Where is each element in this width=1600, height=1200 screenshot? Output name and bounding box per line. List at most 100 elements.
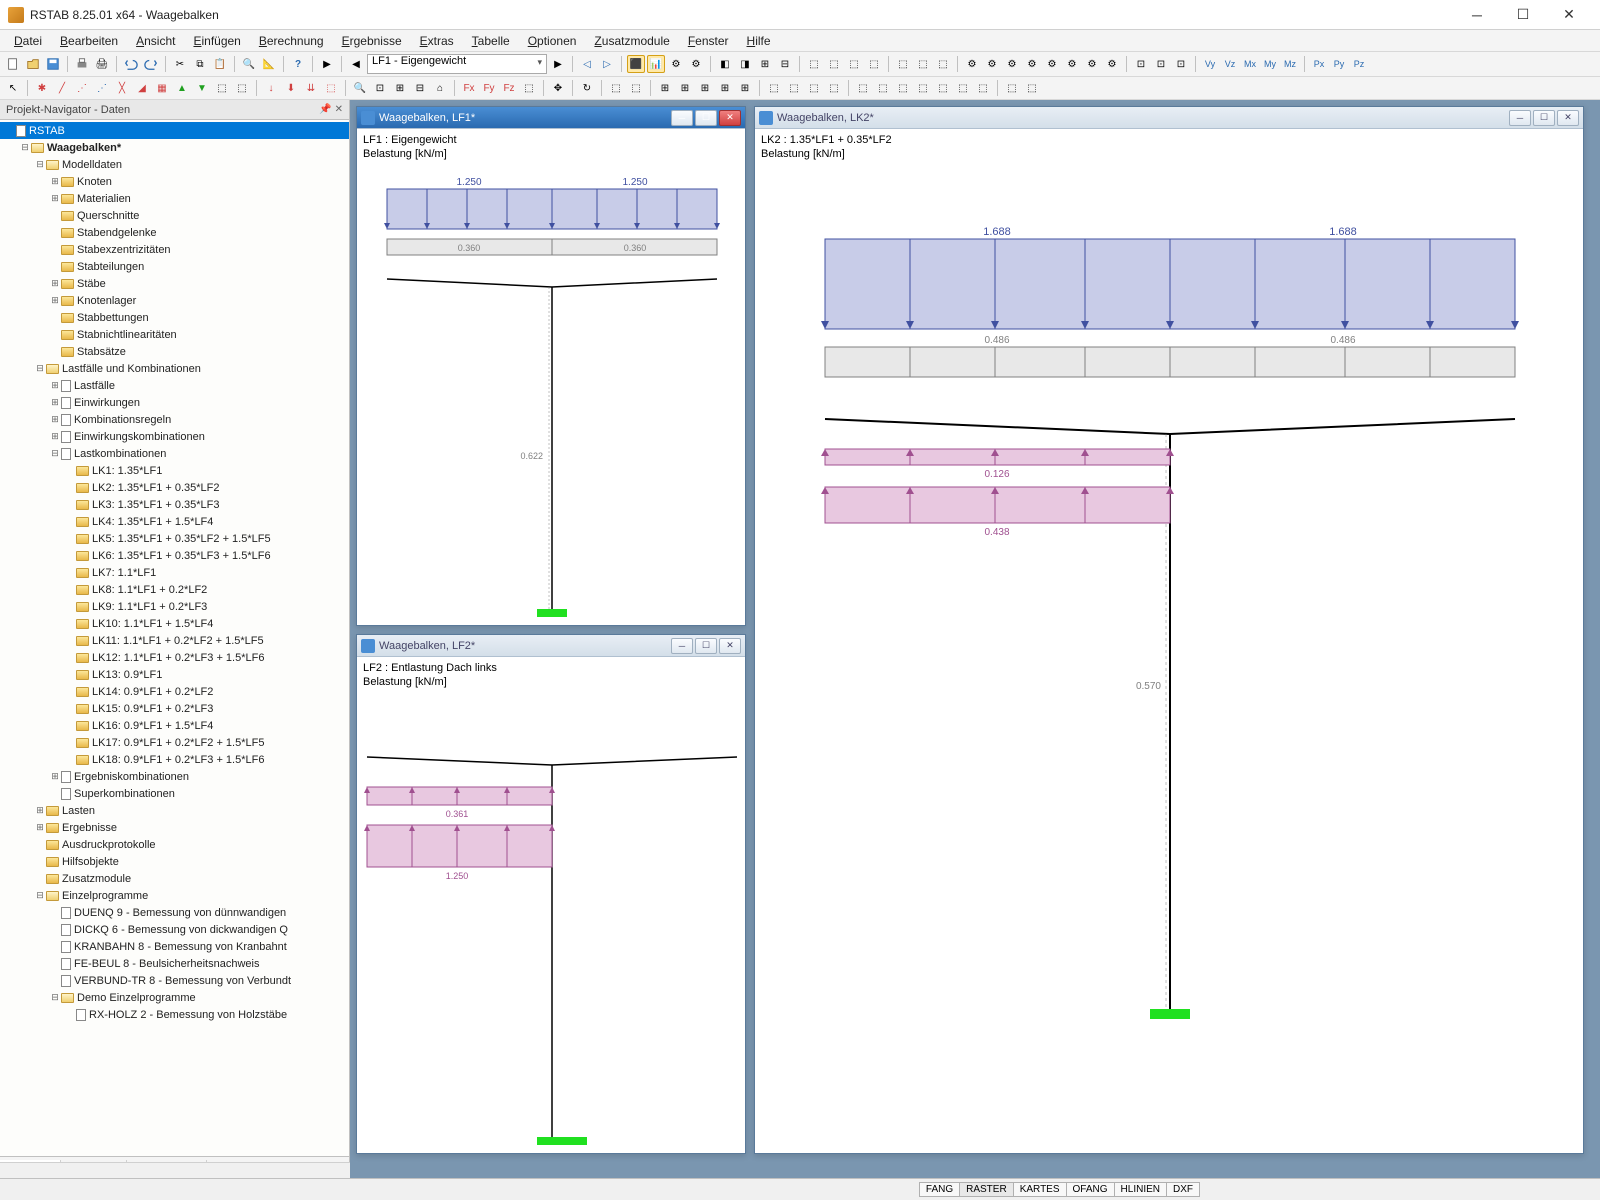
view-min-button[interactable]: ─ (1509, 110, 1531, 126)
tb2-g6-icon[interactable]: ⬚ (765, 79, 783, 97)
tool-c-icon[interactable]: ◧ (716, 55, 734, 73)
view-close-button[interactable]: ✕ (1557, 110, 1579, 126)
tool-o-icon[interactable]: ⚙ (983, 55, 1001, 73)
tree-node[interactable]: ⊞Lastfälle (0, 377, 349, 394)
view-close-button[interactable]: ✕ (719, 110, 741, 126)
status-kartes[interactable]: KARTES (1013, 1182, 1067, 1197)
tb2-6-icon[interactable]: ◢ (133, 79, 151, 97)
tb2-zoom1-icon[interactable]: 🔍 (351, 79, 369, 97)
tool-pz-icon[interactable]: Pz (1350, 55, 1368, 73)
tb2-load1-icon[interactable]: ↓ (262, 79, 280, 97)
tb2-g4-icon[interactable]: ⊞ (716, 79, 734, 97)
tree-node[interactable]: Stabteilungen (0, 258, 349, 275)
tb2-11-icon[interactable]: ⬚ (233, 79, 251, 97)
view-min-button[interactable]: ─ (671, 638, 693, 654)
tree-node[interactable]: DUENQ 9 - Bemessung von dünnwandigen (0, 904, 349, 921)
view-lf2-titlebar[interactable]: Waagebalken, LF2* ─ ☐ ✕ (357, 635, 745, 657)
tree-node[interactable]: Stabsätze (0, 343, 349, 360)
tb2-g11-icon[interactable]: ⬚ (874, 79, 892, 97)
tree-node[interactable]: LK18: 0.9*LF1 + 0.2*LF3 + 1.5*LF6 (0, 751, 349, 768)
tree-node[interactable]: ⊞Kombinationsregeln (0, 411, 349, 428)
tree-node[interactable]: ⊞Einwirkungen (0, 394, 349, 411)
pin-icon[interactable]: 📌 ✕ (319, 104, 343, 115)
view-lk2-titlebar[interactable]: Waagebalken, LK2* ─ ☐ ✕ (755, 107, 1583, 129)
navigator-tree[interactable]: RSTAB⊟Waagebalken*⊟Modelldaten⊞Knoten⊞Ma… (0, 120, 349, 1156)
tb2-sel1-icon[interactable]: ⬚ (607, 79, 625, 97)
next-icon[interactable]: ▶ (549, 55, 567, 73)
tree-node[interactable]: ⊟Lastfälle und Kombinationen (0, 360, 349, 377)
tb2-5-icon[interactable]: ╳ (113, 79, 131, 97)
tb2-3-icon[interactable]: ⋰ (73, 79, 91, 97)
tool-v-icon[interactable]: ⊡ (1132, 55, 1150, 73)
maximize-button[interactable]: ☐ (1500, 0, 1546, 30)
tb2-load4-icon[interactable]: ⬚ (322, 79, 340, 97)
tool-q-icon[interactable]: ⚙ (1023, 55, 1041, 73)
measure-icon[interactable]: 📐 (260, 55, 278, 73)
close-button[interactable]: ✕ (1546, 0, 1592, 30)
status-hlinien[interactable]: HLINIEN (1114, 1182, 1167, 1197)
menu-einfügen[interactable]: Einfügen (185, 32, 248, 50)
find-icon[interactable]: 🔍 (240, 55, 258, 73)
tree-node[interactable]: LK8: 1.1*LF1 + 0.2*LF2 (0, 581, 349, 598)
tree-node[interactable]: LK2: 1.35*LF1 + 0.35*LF2 (0, 479, 349, 496)
tb2-zoom2-icon[interactable]: ⊡ (371, 79, 389, 97)
tb2-view1-icon[interactable]: Fx (460, 79, 478, 97)
tb2-member-icon[interactable]: ╱ (53, 79, 71, 97)
open-icon[interactable] (24, 55, 42, 73)
tree-node[interactable]: Hilfsobjekte (0, 853, 349, 870)
tb2-7-icon[interactable]: ▦ (153, 79, 171, 97)
tree-node[interactable]: ⊟Modelldaten (0, 156, 349, 173)
status-fang[interactable]: FANG (919, 1182, 960, 1197)
tb2-move-icon[interactable]: ✥ (549, 79, 567, 97)
tb2-g5-icon[interactable]: ⊞ (736, 79, 754, 97)
tree-node[interactable]: ⊞Knoten (0, 173, 349, 190)
tree-node[interactable]: Querschnitte (0, 207, 349, 224)
print-preview-icon[interactable]: 🖨 (93, 55, 111, 73)
tool-w-icon[interactable]: ⊡ (1152, 55, 1170, 73)
menu-datei[interactable]: Datei (6, 32, 50, 50)
tree-node[interactable]: ⊞Ergebnisse (0, 819, 349, 836)
paste-icon[interactable]: 📋 (211, 55, 229, 73)
tb2-g17-icon[interactable]: ⬚ (1003, 79, 1021, 97)
redo-icon[interactable] (142, 55, 160, 73)
menu-tabelle[interactable]: Tabelle (464, 32, 518, 50)
tree-node[interactable]: LK11: 1.1*LF1 + 0.2*LF2 + 1.5*LF5 (0, 632, 349, 649)
view-lf1-titlebar[interactable]: Waagebalken, LF1* ─ ☐ ✕ (357, 107, 745, 129)
tb2-sel2-icon[interactable]: ⬚ (627, 79, 645, 97)
tree-node[interactable]: Zusatzmodule (0, 870, 349, 887)
cut-icon[interactable]: ✂ (171, 55, 189, 73)
tb2-zoom5-icon[interactable]: ⌂ (431, 79, 449, 97)
tb2-g2-icon[interactable]: ⊞ (676, 79, 694, 97)
tb2-g15-icon[interactable]: ⬚ (954, 79, 972, 97)
tree-node[interactable]: LK17: 0.9*LF1 + 0.2*LF2 + 1.5*LF5 (0, 734, 349, 751)
menu-extras[interactable]: Extras (412, 32, 462, 50)
tree-node[interactable]: LK10: 1.1*LF1 + 1.5*LF4 (0, 615, 349, 632)
tree-node[interactable]: VERBUND-TR 8 - Bemessung von Verbundt (0, 972, 349, 989)
tool-d-icon[interactable]: ◨ (736, 55, 754, 73)
tree-node[interactable]: RX-HOLZ 2 - Bemessung von Holzstäbe (0, 1006, 349, 1023)
tree-node[interactable]: ⊟Waagebalken* (0, 139, 349, 156)
tool-px-icon[interactable]: Px (1310, 55, 1328, 73)
tree-node[interactable]: LK3: 1.35*LF1 + 0.35*LF3 (0, 496, 349, 513)
tb2-view4-icon[interactable]: ⬚ (520, 79, 538, 97)
tree-node[interactable]: Stabendgelenke (0, 224, 349, 241)
prev-icon[interactable]: ◀ (347, 55, 365, 73)
tool-e-icon[interactable]: ⊞ (756, 55, 774, 73)
menu-fenster[interactable]: Fenster (680, 32, 737, 50)
tree-node[interactable]: LK16: 0.9*LF1 + 1.5*LF4 (0, 717, 349, 734)
tool-y-icon[interactable]: Vy (1201, 55, 1219, 73)
tree-node[interactable]: ⊞Lasten (0, 802, 349, 819)
menu-ergebnisse[interactable]: Ergebnisse (334, 32, 410, 50)
tree-node[interactable]: LK14: 0.9*LF1 + 0.2*LF2 (0, 683, 349, 700)
tool-h-icon[interactable]: ⬚ (825, 55, 843, 73)
tb2-8-icon[interactable]: ▲ (173, 79, 191, 97)
menu-bearbeiten[interactable]: Bearbeiten (52, 32, 126, 50)
tb2-g1-icon[interactable]: ⊞ (656, 79, 674, 97)
tree-node[interactable]: LK6: 1.35*LF1 + 0.35*LF3 + 1.5*LF6 (0, 547, 349, 564)
tb2-view3-icon[interactable]: Fz (500, 79, 518, 97)
tree-node[interactable]: LK13: 0.9*LF1 (0, 666, 349, 683)
tb2-rot-icon[interactable]: ↻ (578, 79, 596, 97)
tb2-9-icon[interactable]: ▼ (193, 79, 211, 97)
menu-optionen[interactable]: Optionen (520, 32, 585, 50)
tb2-node-icon[interactable]: ✱ (33, 79, 51, 97)
